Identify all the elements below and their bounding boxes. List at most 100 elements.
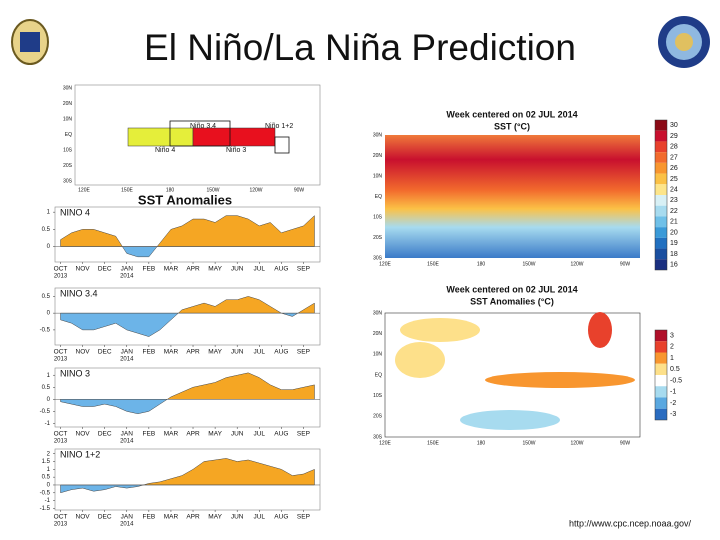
region-map [74,84,321,186]
colorbar-frame [654,329,668,421]
x-tick-label: APR [186,514,200,521]
lat-label: EQ [65,132,72,138]
lon-label: 120E [78,187,90,193]
lon-label: 90W [620,261,631,267]
y-tick-label: 2 [47,451,51,457]
y-tick-label: 0 [47,244,51,250]
y-tick-label: -0.5 [40,409,51,415]
x-tick-label: JAN [121,514,134,521]
x-sublabel: 2013 [54,439,68,445]
region-label: Niño 3.4 [190,123,216,130]
colorbar-swatch [655,173,667,185]
lon-label: 150W [206,187,219,193]
x-tick-label: JAN [121,266,134,273]
colorbar-label: 26 [670,165,678,172]
x-tick-label: DEC [98,266,112,273]
lat-label: 30S [373,434,383,440]
lon-label: 150E [427,440,439,446]
lat-label: EQ [375,372,382,378]
lon-label: 120E [379,440,391,446]
lat-label: 10N [373,173,383,179]
right-logo [658,16,710,68]
colorbar-swatch [655,141,667,153]
colorbar-label: -3 [670,411,676,418]
colorbar-label: 27 [670,154,678,161]
colorbar-swatch [655,386,667,398]
colorbar-swatch [655,352,667,364]
x-tick-label: MAR [164,349,179,356]
x-tick-label: MAY [208,514,222,521]
x-tick-label: MAR [164,266,179,273]
lat-label: 30S [373,255,383,261]
lat-label: 30N [373,132,383,138]
colorbar-swatch [655,184,667,195]
lat-label: 20N [63,101,73,107]
y-tick-label: -0.5 [40,490,51,496]
chart-title: NINO 4 [60,207,90,217]
lon-label: 120W [570,440,583,446]
y-tick-label: 1 [47,373,51,379]
positive-area [60,458,315,485]
lat-label: 20N [373,331,383,337]
lat-label: EQ [375,194,382,200]
x-tick-label: APR [186,266,200,273]
lat-label: 10N [373,352,383,358]
colorbar-label: 1 [670,355,674,362]
chart-title: NINO 1+2 [60,449,100,459]
lon-label: 180 [166,187,175,193]
colorbar-swatch [655,120,667,131]
colorbar-frame [654,119,668,271]
x-tick-label: OCT [54,349,68,356]
x-tick-label: DEC [98,514,112,521]
x-tick-label: NOV [76,431,91,438]
region-label: Niño 4 [155,147,175,154]
y-tick-label: -0.5 [40,327,51,333]
x-tick-label: AUG [274,514,288,521]
y-tick-label: 0.5 [42,475,51,481]
colorbar-swatch [655,341,667,353]
map-title: Week centered on 02 JUL 2014 [446,109,577,119]
negative-area [60,313,315,337]
y-tick-label: 0 [47,311,51,317]
y-tick-label: 0.5 [42,294,51,300]
colorbar-label: 30 [670,122,678,129]
colorbar-label: 23 [670,197,678,204]
colorbar-swatch [655,227,667,238]
x-sublabel: 2014 [120,522,134,528]
sst-map [385,135,640,258]
x-tick-label: OCT [54,431,68,438]
y-tick-label: -1 [45,498,51,504]
x-sublabel: 2014 [120,274,134,280]
lon-label: 90W [620,440,631,446]
lat-label: 30N [63,85,73,91]
x-tick-label: JUN [231,349,244,356]
x-sublabel: 2013 [54,274,68,280]
colorbar-label: -0.5 [670,377,682,384]
x-tick-label: SEP [297,266,310,273]
colorbar-swatch [655,195,667,206]
y-tick-label: -1.5 [40,506,51,512]
x-tick-label: MAR [164,431,179,438]
x-tick-label: SEP [297,514,310,521]
map-subtitle: SST (°C) [494,121,530,131]
lon-label: 90W [294,187,305,193]
x-tick-label: DEC [98,349,112,356]
colorbar-swatch [655,408,667,420]
x-sublabel: 2014 [120,357,134,363]
colorbar-swatch [655,205,667,217]
y-tick-label: 0.5 [42,227,51,233]
x-tick-label: JAN [121,349,134,356]
x-tick-label: JUL [253,349,265,356]
lon-label: 180 [477,261,486,267]
x-sublabel: 2013 [54,357,68,363]
x-tick-label: AUG [274,349,288,356]
positive-area [60,372,315,400]
lat-label: 10S [63,147,73,153]
lat-label: 20S [63,163,73,169]
y-tick-label: 1 [47,467,51,473]
slide-title: El Niño/La Niña Prediction [144,27,576,68]
x-tick-label: OCT [54,266,68,273]
y-tick-label: 0.5 [42,385,51,391]
lat-label: 10S [373,214,383,220]
colorbar-label: 24 [670,186,678,193]
